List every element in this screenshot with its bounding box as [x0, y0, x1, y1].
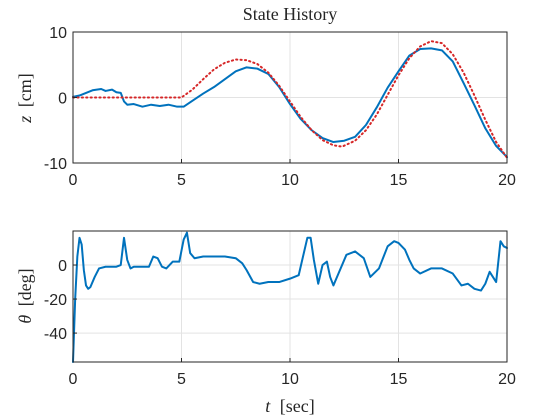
theta-x-tick-label: 0: [69, 371, 78, 388]
theta-y-tick-label: 0: [58, 258, 67, 275]
theta-x-tick-label: 15: [390, 371, 408, 388]
z-series-group: [72, 40, 508, 159]
theta-y-axis-unit: [deg]: [15, 268, 35, 306]
theta-chart: 0 5 10 15 20 -40 -20 0 θ [deg] t [sec]: [15, 230, 516, 416]
theta-x-ticks: 0 5 10 15 20: [69, 358, 516, 388]
theta-x-axis-label: t [sec]: [265, 396, 315, 416]
theta-y-tick-label: -40: [44, 326, 67, 343]
z-reference-line: [72, 40, 508, 159]
z-y-tick-label: 10: [49, 25, 67, 42]
z-y-axis-label: z [cm]: [15, 73, 35, 124]
theta-x-axis-symbol: t: [265, 396, 271, 416]
z-x-tick-label: 15: [390, 172, 408, 189]
chart-title: State History: [243, 4, 338, 24]
theta-measured-line: [72, 231, 508, 363]
theta-y-tick-label: -20: [44, 292, 67, 309]
theta-x-axis-unit: [sec]: [280, 396, 315, 416]
z-x-tick-label: 20: [498, 172, 516, 189]
theta-x-tick-label: 5: [177, 371, 186, 388]
theta-series-group: [72, 231, 508, 363]
z-x-tick-label: 5: [177, 172, 186, 189]
z-x-ticks: 0 5 10 15 20: [69, 159, 516, 189]
z-y-axis-unit: [cm]: [15, 73, 35, 107]
z-y-ticks: -10 0 10: [44, 25, 77, 173]
theta-y-axis-label: θ [deg]: [15, 268, 35, 323]
z-y-axis-symbol: z: [15, 116, 35, 124]
z-y-tick-label: -10: [44, 156, 67, 173]
theta-y-axis-symbol: θ: [15, 315, 35, 324]
z-measured-line: [72, 47, 508, 159]
theta-y-ticks: -40 -20 0: [44, 258, 77, 343]
z-y-tick-label: 0: [58, 91, 67, 108]
z-x-tick-label: 10: [281, 172, 299, 189]
theta-x-tick-label: 10: [281, 371, 299, 388]
theta-x-tick-label: 20: [498, 371, 516, 388]
z-x-tick-label: 0: [69, 172, 78, 189]
